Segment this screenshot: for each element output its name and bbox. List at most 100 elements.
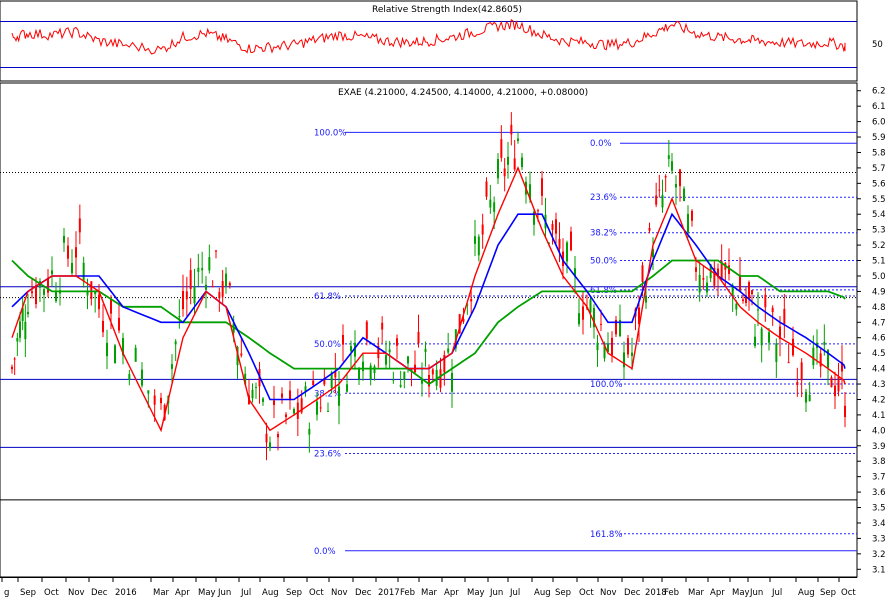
- x-tick-label: Sep: [820, 588, 836, 598]
- candle-body: [265, 433, 268, 443]
- rsi-panel: Relative Strength Index(42.8605) 50: [0, 0, 883, 82]
- x-tick-label: Oct: [841, 588, 856, 598]
- candle-body: [830, 377, 833, 388]
- y-tick-label: 4.0: [872, 426, 886, 436]
- candle-body: [489, 199, 492, 208]
- candle-body: [623, 352, 625, 368]
- x-tick-label: Sep: [286, 588, 302, 598]
- candle-body: [717, 268, 719, 278]
- candle-body: [485, 181, 488, 197]
- candle-body: [358, 369, 360, 379]
- x-tick-label: Aug: [262, 588, 279, 598]
- candle-body: [147, 390, 150, 394]
- y-tick-label: 5.4: [872, 210, 886, 220]
- candle-body: [589, 299, 592, 313]
- y-tick-label: 4.9: [872, 287, 886, 297]
- candle-body: [205, 284, 207, 290]
- candle-body: [574, 268, 576, 277]
- candle-body: [323, 378, 326, 385]
- candle-body: [521, 157, 523, 168]
- candle-body: [555, 219, 557, 234]
- candle-body: [312, 380, 315, 386]
- candle-body: [517, 138, 519, 141]
- candle-body: [342, 334, 344, 345]
- y-tick-label: 5.5: [872, 195, 886, 205]
- x-tick-label: 2016: [115, 588, 137, 598]
- candle-body: [551, 223, 554, 230]
- y-tick-label: 3.3: [872, 534, 886, 544]
- candle-body: [578, 313, 580, 325]
- y-tick-label: 4.2: [872, 395, 886, 405]
- candle-body: [619, 319, 621, 337]
- candle-body: [661, 195, 664, 208]
- candle-body: [466, 304, 469, 306]
- candle-body: [330, 372, 333, 388]
- candle-body: [751, 290, 753, 295]
- candle-body: [244, 373, 247, 385]
- candle-body: [541, 178, 543, 196]
- y-tick-label: 4.7: [872, 318, 886, 328]
- candle-body: [771, 307, 774, 312]
- candle-body: [201, 268, 204, 271]
- y-tick-label: 5.8: [872, 148, 886, 158]
- candle-body: [421, 379, 423, 384]
- y-axis-ticks: 6.2 6.1 6.0 5.9 5.8 5.7 5.6 5.5 5.4 5.3 5.2 5.1 5.0 4…: [857, 87, 886, 575]
- candle-body: [388, 349, 391, 353]
- candle-body: [13, 358, 16, 360]
- x-axis-ticks: g Sep Oct Nov Dec 2016 Mar Apr May Jun Jul Aug Sep Oc…: [1, 577, 856, 598]
- candle-body: [474, 236, 476, 244]
- candle-body: [671, 161, 673, 171]
- candle-body: [381, 322, 384, 330]
- fib-1-label: 38.2%: [314, 389, 341, 399]
- y-tick-label: 5.2: [872, 241, 886, 251]
- candle-body: [90, 281, 93, 299]
- candle-body: [683, 188, 685, 202]
- candle-body: [208, 257, 211, 271]
- candle-body: [447, 348, 450, 353]
- candle-body: [664, 176, 667, 178]
- y-tick-label: 3.4: [872, 519, 886, 529]
- candle-body: [500, 139, 503, 158]
- candle-body: [98, 294, 100, 310]
- candle-body: [477, 236, 480, 256]
- candle-body: [655, 195, 658, 205]
- candle-body: [638, 307, 640, 325]
- candle-body: [377, 345, 380, 359]
- candle-body: [800, 362, 803, 381]
- candle-body: [396, 338, 398, 346]
- fib-1-label: 23.6%: [314, 450, 341, 460]
- candle-body: [197, 267, 200, 272]
- candle-body: [731, 285, 734, 296]
- candle-body: [593, 307, 595, 328]
- candle-body: [841, 362, 843, 372]
- x-tick-label: Jul: [509, 588, 520, 598]
- candle-body: [281, 393, 283, 398]
- candle-body: [745, 296, 747, 303]
- candle-body: [289, 390, 291, 400]
- candle-body: [106, 342, 108, 357]
- candle-body: [255, 386, 257, 388]
- candle-body: [174, 341, 177, 345]
- x-tick-label: Mar: [153, 588, 170, 598]
- candle-body: [273, 400, 275, 406]
- candle-body: [470, 298, 473, 302]
- candle-body: [827, 349, 829, 368]
- candle-body: [16, 338, 19, 342]
- fibonacci-levels: 100.0% 61.8% 50.0% 38.2% 23.6% 0.0% 0.0% 23.6% 3…: [314, 128, 857, 557]
- fib-1-label: 61.8%: [314, 292, 341, 302]
- candle-body: [285, 414, 287, 418]
- candle-body: [228, 282, 231, 286]
- candle-body: [645, 296, 647, 303]
- candle-body: [615, 319, 617, 335]
- candle-body: [503, 168, 506, 177]
- rsi-level-label: 50: [872, 40, 883, 50]
- fib-1-label: 50.0%: [314, 340, 341, 350]
- candle-body: [627, 338, 629, 355]
- candle-body: [417, 331, 420, 344]
- candle-body: [792, 338, 794, 356]
- x-tick-label: Feb: [664, 588, 679, 598]
- y-tick-label: 3.5: [872, 504, 886, 514]
- candle-body: [75, 247, 77, 258]
- candle-body: [667, 155, 670, 159]
- y-tick-label: 3.2: [872, 550, 886, 560]
